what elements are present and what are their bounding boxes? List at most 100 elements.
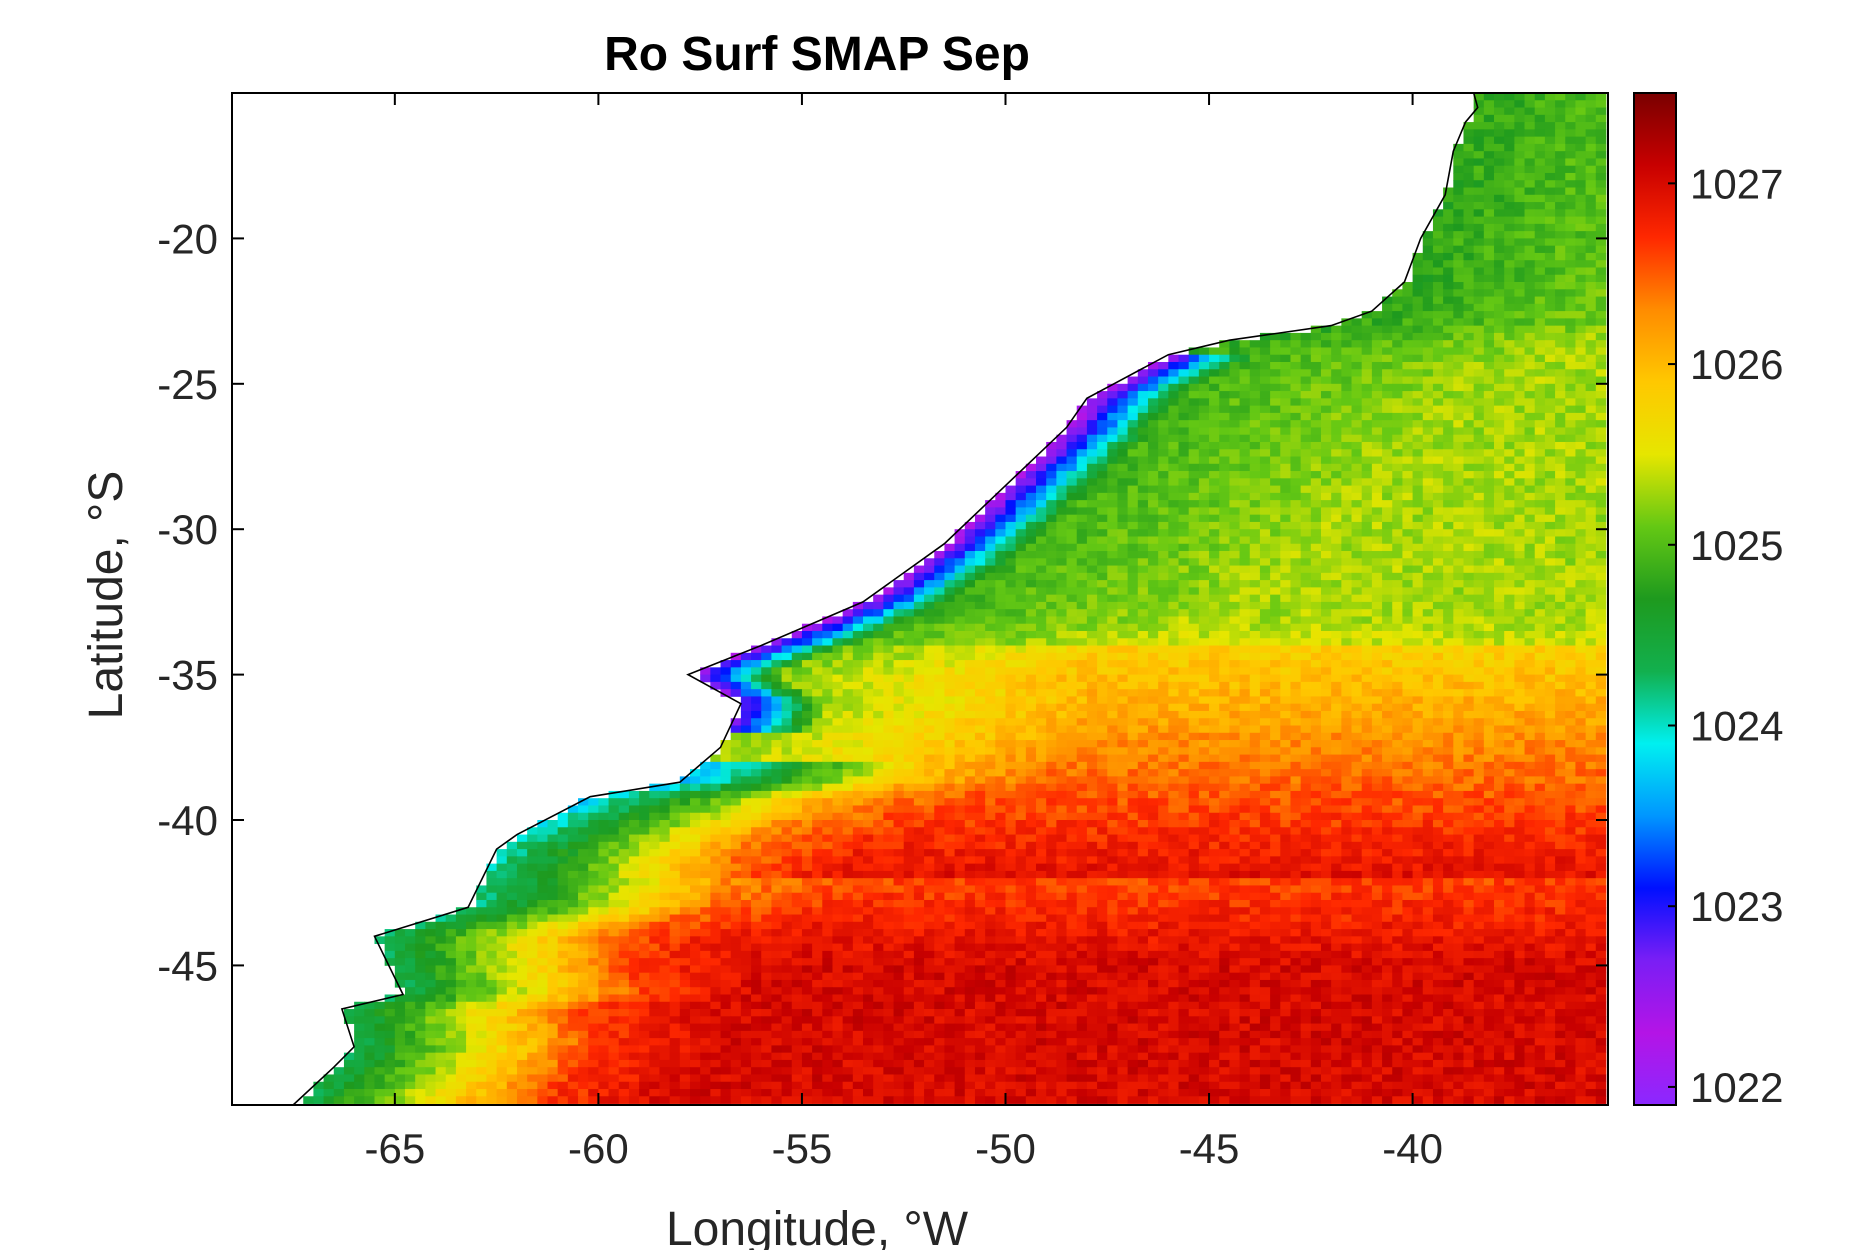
heatmap-cell [1473,587,1485,596]
heatmap-cell [1412,754,1424,763]
heatmap-cell [903,601,915,610]
heatmap-cell [1086,630,1098,639]
heatmap-cell [1341,383,1352,392]
heatmap-cell [1046,783,1057,792]
heatmap-cell [1036,463,1047,472]
heatmap-cell [1432,347,1444,356]
heatmap-cell [1005,551,1017,559]
heatmap-cell [1565,391,1576,399]
heatmap-cell [964,558,976,566]
heatmap-cell [1249,587,1261,596]
heatmap-cell [1015,710,1027,719]
heatmap-cell [974,558,986,566]
heatmap-cell [1209,529,1220,537]
heatmap-cell [1371,492,1383,501]
heatmap-cell [934,594,945,603]
heatmap-cell [1524,100,1536,108]
heatmap-cell [1137,441,1149,450]
heatmap-cell [913,718,925,726]
heatmap-cell [1463,238,1475,247]
heatmap-cell [1331,347,1342,356]
heatmap-cell [1544,783,1556,792]
heatmap-cell [1361,325,1373,334]
heatmap-cell [1463,376,1475,385]
heatmap-cell [924,754,935,763]
heatmap-cell [1320,565,1332,574]
heatmap-cell [1229,471,1240,479]
heatmap-cell [1239,543,1251,552]
heatmap-cell [740,667,752,676]
heatmap-cell [1524,783,1536,792]
heatmap-cell [1158,601,1169,610]
heatmap-cell [1382,674,1393,683]
heatmap-cell [1463,311,1475,319]
heatmap-cell [1168,376,1179,385]
heatmap-cell [1117,434,1129,443]
heatmap-cell [1066,565,1078,574]
heatmap-cell [1575,93,1587,101]
heatmap-cell [1147,587,1159,596]
heatmap-cell [1382,681,1393,690]
heatmap-cell [954,645,966,654]
heatmap-cell [801,754,813,763]
heatmap-cell [1239,369,1251,377]
heatmap-cell [1341,332,1352,341]
heatmap-cell [751,681,762,690]
heatmap-cell [1259,500,1271,508]
heatmap-cell [1382,391,1393,399]
heatmap-cell [1524,398,1536,407]
heatmap-cell [1544,616,1556,625]
heatmap-cell [1361,332,1373,341]
heatmap-cell [1392,761,1403,770]
heatmap-cell [1036,783,1047,792]
heatmap-cell [1453,318,1464,327]
heatmap-cell [1025,616,1037,625]
heatmap-cell [1595,93,1607,101]
heatmap-cell [1432,405,1444,414]
heatmap-cell [1209,412,1220,421]
heatmap-cell [1036,492,1047,501]
heatmap-cell [1371,485,1383,494]
heatmap-cell [1290,703,1302,712]
heatmap-cell [1127,427,1139,436]
heatmap-cell [1392,652,1403,661]
heatmap-cell [1331,500,1342,508]
heatmap-cell [1494,245,1505,254]
heatmap-cell [1392,732,1403,741]
heatmap-cell [1219,376,1230,385]
heatmap-cell [1300,594,1312,603]
heatmap-cell [1595,521,1607,530]
heatmap-cell [1209,718,1220,726]
heatmap-cell [852,725,864,734]
heatmap-cell [1015,551,1027,559]
heatmap-cell [1494,769,1505,777]
heatmap-cell [1219,369,1230,377]
heatmap-cell [1432,645,1444,654]
heatmap-cell [1453,725,1464,734]
heatmap-cell [1494,296,1505,305]
heatmap-cell [1544,318,1556,327]
heatmap-cell [1575,165,1587,174]
heatmap-cell [995,638,1006,646]
heatmap-cell [1412,441,1424,450]
heatmap-cell [1382,696,1393,705]
heatmap-cell [1595,180,1607,188]
heatmap-cell [1534,565,1546,574]
heatmap-cell [913,638,925,646]
heatmap-cell [1188,441,1200,450]
heatmap-cell [1361,776,1373,785]
heatmap-cell [1137,478,1149,486]
heatmap-cell [730,689,742,697]
heatmap-cell [1473,689,1485,697]
heatmap-cell [985,616,996,625]
heatmap-cell [985,667,996,676]
heatmap-cell [1585,667,1597,676]
heatmap-cell [934,725,945,734]
heatmap-cell [1555,710,1566,719]
heatmap-cell [1137,769,1149,777]
heatmap-cell [1290,412,1302,421]
heatmap-cell [1524,652,1536,661]
heatmap-cell [1351,332,1363,341]
heatmap-cell [1127,645,1139,654]
heatmap-cell [1473,609,1485,617]
